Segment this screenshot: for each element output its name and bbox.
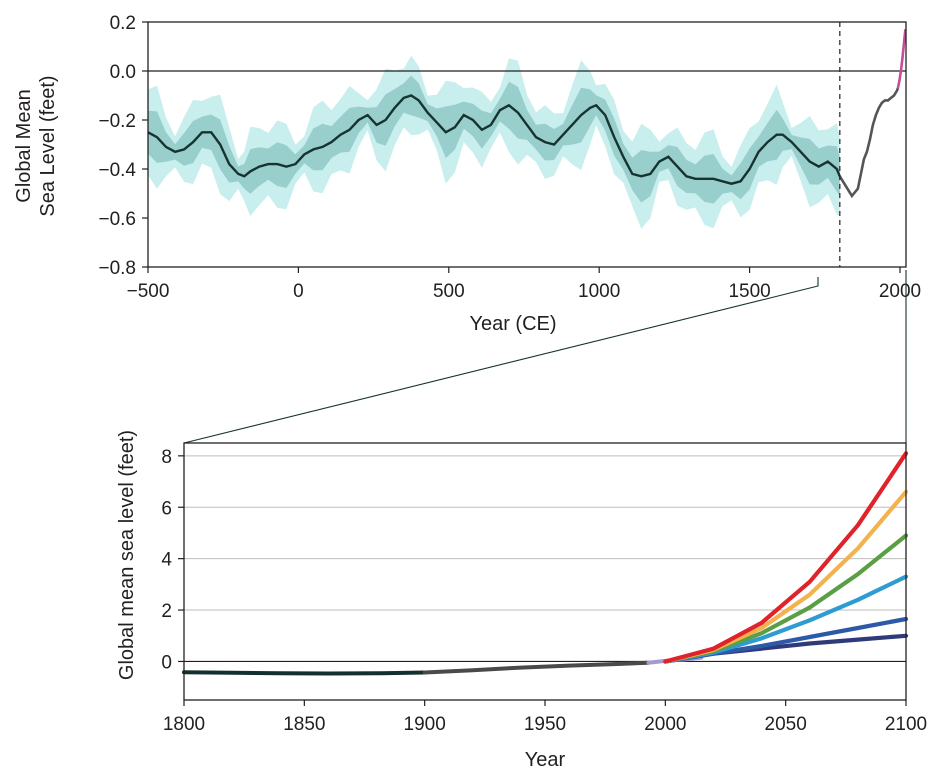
bottom-series-lines <box>182 451 909 676</box>
bottom-chart: 1800 1850 1900 1950 2000 2050 2100 0 2 4 6 8 Year G… <box>116 430 927 771</box>
bottom-axes: 1800 1850 1900 1950 2000 2050 2100 0 2 4 6 8 <box>161 447 927 735</box>
top-y-axis-title-line-1: Global Mean <box>13 89 35 202</box>
bottom-y-tick-label: 2 <box>161 601 172 622</box>
bottom-x-tick-label: 2100 <box>885 714 927 735</box>
bottom-x-tick-label: 1950 <box>524 714 566 735</box>
bottom-x-axis-title: Year <box>525 749 566 771</box>
top-y-tick-label: 0.0 <box>110 62 136 83</box>
top-y-tick-label: −0.8 <box>98 258 136 279</box>
bottom-y-tick-label: 6 <box>161 498 172 519</box>
bottom-y-axis-title: Global mean sea level (feet) <box>116 430 138 680</box>
bottom-y-tick-label: 8 <box>161 447 172 468</box>
top-uncertainty-band-outer <box>148 55 840 229</box>
bottom-y-tick-label: 4 <box>161 550 172 571</box>
bottom-series-line <box>422 660 651 675</box>
top-y-tick-label: −0.2 <box>98 111 136 132</box>
top-y-axis-title-line-2: Sea Level (feet) <box>37 75 59 216</box>
top-satellite-line <box>896 29 907 89</box>
bottom-series-line <box>663 489 909 664</box>
bottom-x-tick-label: 2050 <box>765 714 807 735</box>
top-plot-frame <box>147 21 907 268</box>
top-x-tick-label: 500 <box>433 281 465 302</box>
top-tide-gauge-line <box>838 87 900 199</box>
top-y-tick-label: −0.4 <box>98 160 136 181</box>
bottom-series-line <box>182 670 427 676</box>
bottom-x-tick-label: 1800 <box>163 714 205 735</box>
top-x-axis-title: Year (CE) <box>469 313 556 335</box>
bottom-x-tick-label: 2000 <box>644 714 686 735</box>
bottom-y-tick-label: 0 <box>161 652 172 673</box>
top-x-tick-label: 1000 <box>578 281 620 302</box>
top-y-tick-label: 0.2 <box>110 13 136 34</box>
top-chart: −500 0 500 1000 1500 2000 −0.8 −0.6 −0.4 −0.2 0.0 0… <box>13 13 921 335</box>
top-axes: −500 0 500 1000 1500 2000 −0.8 −0.6 −0.4 −0.2 0.0 0… <box>98 13 921 302</box>
top-mean-reconstruction-line <box>147 94 841 185</box>
top-x-tick-label: 0 <box>293 281 304 302</box>
top-x-tick-label: −500 <box>127 281 170 302</box>
top-x-tick-label: 1500 <box>728 281 770 302</box>
bottom-series-line <box>663 451 909 664</box>
bottom-x-tick-label: 1900 <box>404 714 446 735</box>
bottom-gridlines <box>184 455 906 611</box>
bottom-x-tick-label: 1850 <box>283 714 325 735</box>
top-y-tick-label: −0.6 <box>98 209 136 230</box>
zoom-connector-left <box>183 277 819 444</box>
top-x-tick-label: 2000 <box>879 281 921 302</box>
